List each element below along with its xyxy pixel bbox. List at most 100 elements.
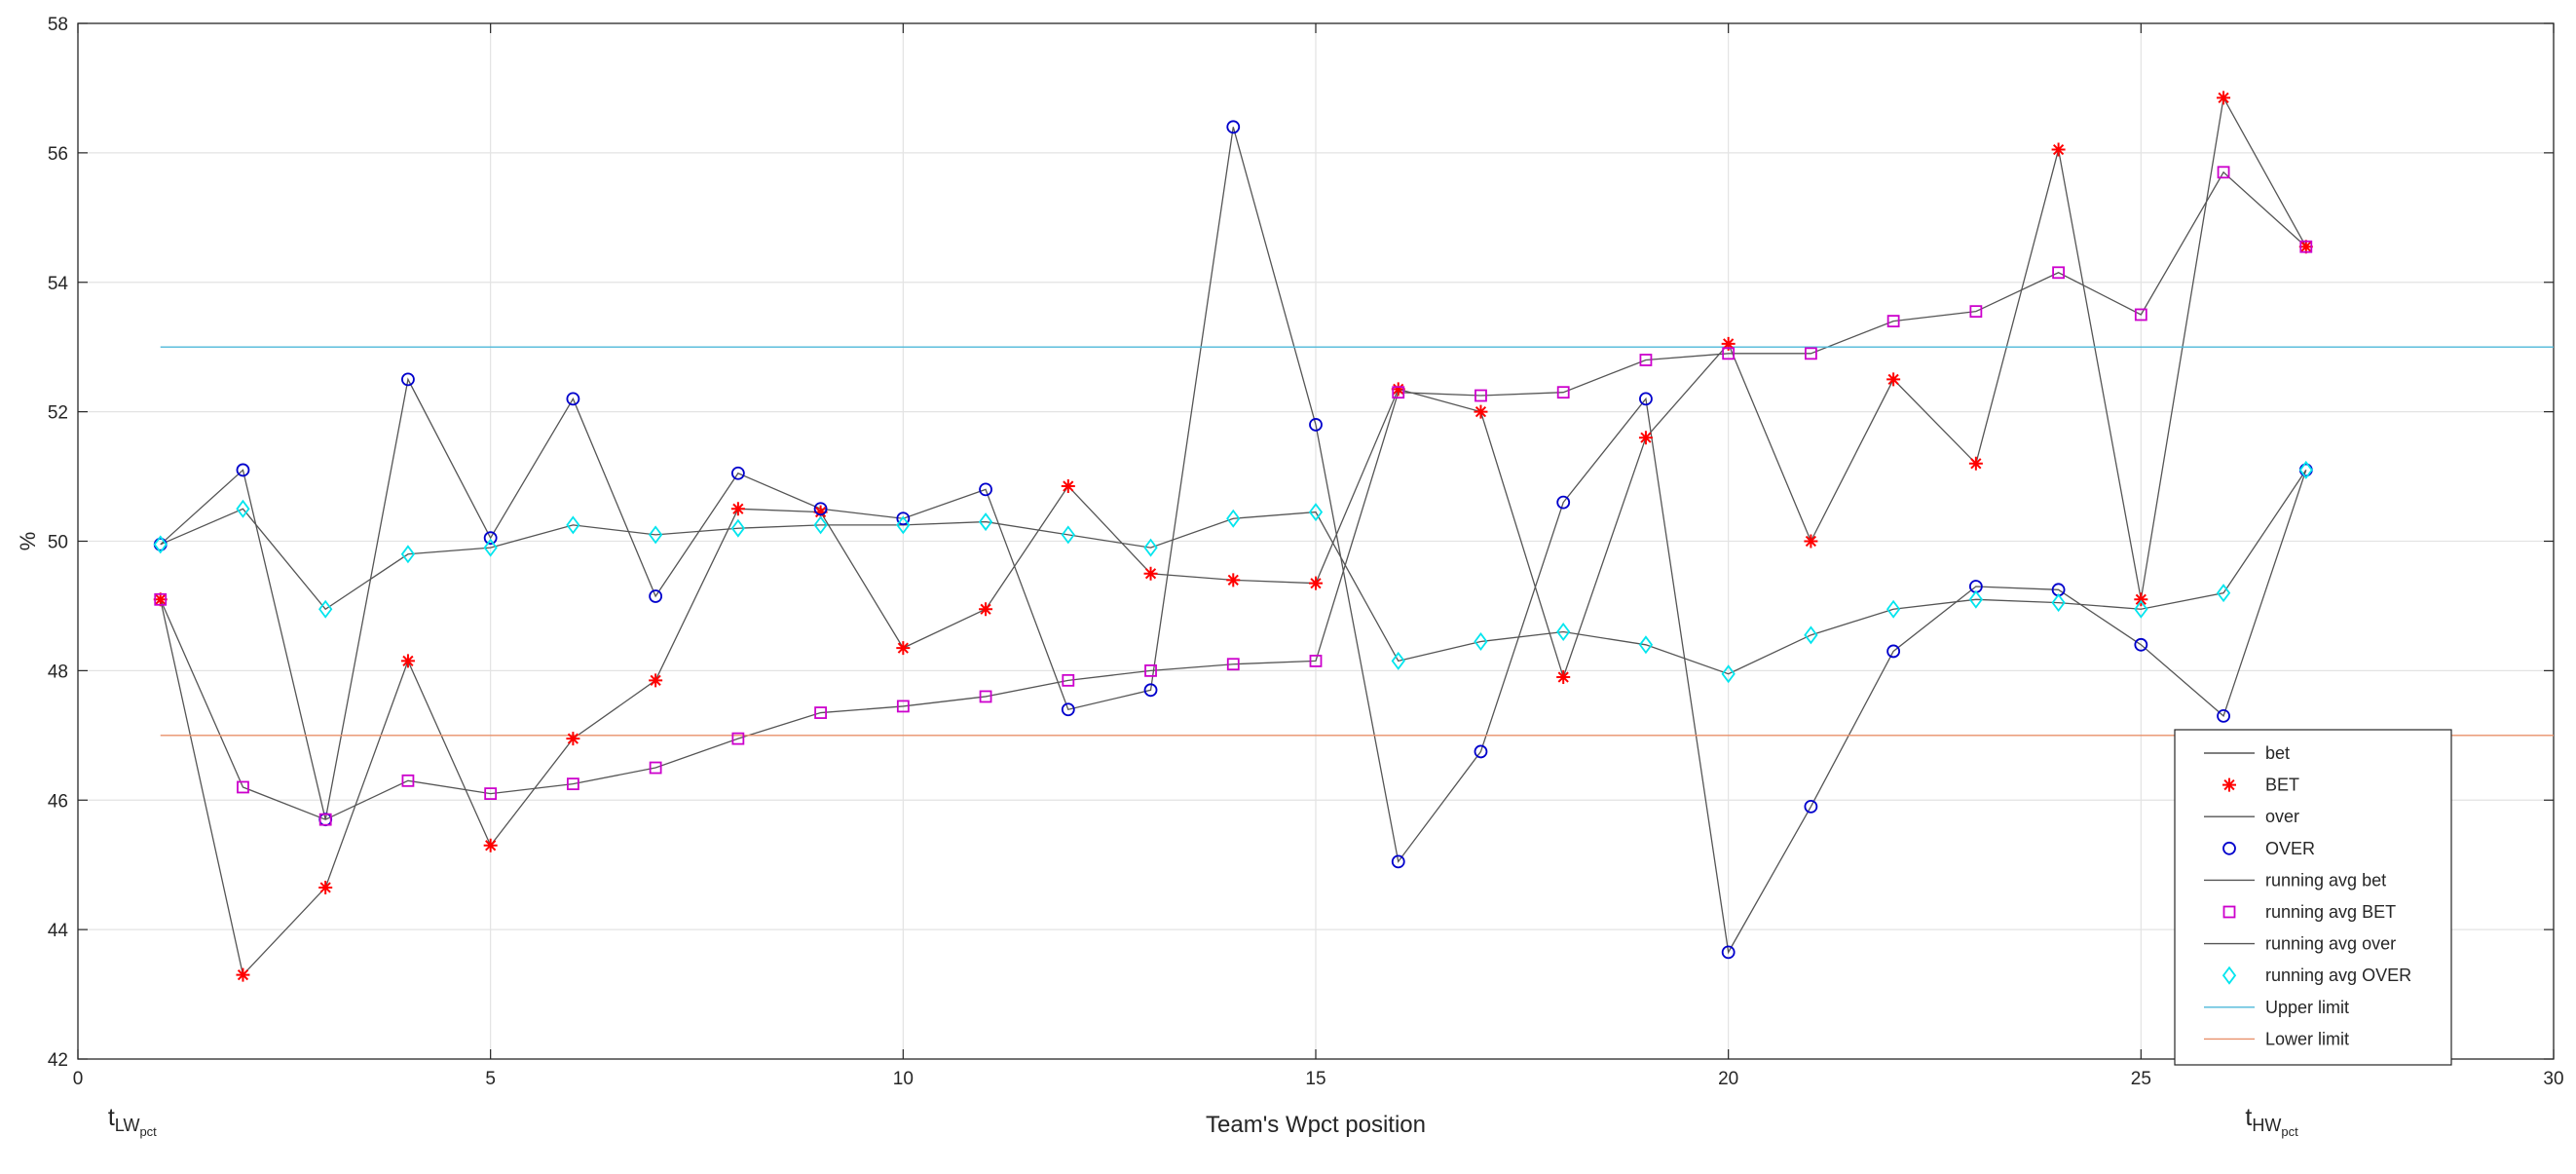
running-avg-bet-point [1886, 315, 1900, 328]
running-avg-bet-markers [154, 166, 2313, 826]
legend-swatch-bet [2222, 777, 2236, 792]
x-tick-label: 15 [1305, 1069, 1325, 1089]
running-avg-over-point [400, 545, 416, 564]
y-tick-label: 44 [48, 921, 69, 941]
over-point [483, 531, 498, 546]
bet-point [1391, 382, 1405, 397]
running-avg-over-point [1143, 538, 1158, 557]
annotation-label: tHWpct [2245, 1104, 2298, 1139]
running-avg-bet-point [2134, 308, 2147, 322]
over-point [1721, 945, 1736, 960]
running-avg-bet-point [1475, 389, 1487, 402]
y-axis: 42 44 46 48 50 52 54 56 58 [48, 15, 2554, 1071]
bet-point [896, 641, 911, 656]
x-tick-label: 25 [2131, 1069, 2151, 1089]
running-avg-over-point [236, 499, 250, 518]
running-avg-over-point [1804, 625, 1818, 645]
over-point [1886, 644, 1901, 659]
legend-label: bet [2265, 743, 2290, 763]
bet-point [1226, 573, 1241, 587]
running-avg-over-point [1886, 599, 1901, 619]
data-layer [153, 91, 2554, 982]
bet-point [649, 673, 663, 688]
over-point [1639, 392, 1653, 406]
legend-label: running avg BET [2265, 902, 2396, 922]
running-avg-over-point [1061, 525, 1075, 545]
running-avg-over-point [1556, 623, 1571, 642]
running-avg-bet-point [2052, 266, 2066, 280]
y-tick-label: 42 [48, 1050, 68, 1071]
annotation-label: tLWpct [108, 1104, 157, 1139]
over-point [1391, 854, 1405, 869]
running-avg-over-point [566, 515, 580, 535]
legend-label: Lower limit [2265, 1029, 2349, 1048]
y-tick-label: 56 [48, 144, 68, 165]
over-point [1556, 495, 1571, 510]
running-avg-bet-point [1226, 658, 1240, 671]
legend-swatch-over [2222, 841, 2236, 855]
running-avg-bet-point [1805, 347, 1817, 360]
y-tick-label: 58 [48, 15, 68, 35]
running-avg-bet-point [896, 700, 910, 713]
x-annotation: tHWpct [2245, 1104, 2298, 1139]
running-avg-bet-point [731, 732, 745, 745]
running-avg-bet-point [814, 706, 827, 719]
running-avg-bet-point [484, 787, 498, 801]
running-avg-bet-point [567, 777, 579, 791]
running-avg-over-point [1474, 631, 1488, 651]
over-point [2134, 637, 2148, 652]
x-tick-label: 20 [1718, 1069, 1738, 1089]
y-tick-label: 50 [48, 533, 68, 553]
bet-point [1638, 431, 1653, 445]
running-avg-over-point [153, 535, 168, 554]
legend-label: BET [2265, 776, 2299, 795]
bet-point [1886, 372, 1901, 387]
over-line [160, 127, 2307, 955]
x-tick-label: 5 [485, 1069, 496, 1089]
running-avg-bet-point [318, 813, 332, 826]
running-avg-over-point [978, 512, 993, 532]
running-avg-over-point [2216, 584, 2231, 603]
legend-label: Upper limit [2265, 998, 2349, 1017]
running-avg-bet-point [1392, 386, 1405, 399]
over-point [1309, 418, 1323, 432]
running-avg-over-point [649, 525, 663, 545]
y-tick-label: 48 [48, 662, 68, 682]
running-avg-over-point [2298, 460, 2313, 479]
bet-point [236, 967, 250, 982]
running-avg-over-point [1721, 664, 1736, 684]
over-point [566, 392, 580, 406]
legend-label: running avg over [2265, 934, 2396, 954]
bet-point [1474, 404, 1488, 419]
bet-point [979, 602, 993, 617]
legend-box [2174, 729, 2452, 1066]
running-avg-over-point [1391, 651, 1405, 670]
x-tick-label: 10 [893, 1069, 914, 1089]
legend-label: over [2265, 807, 2299, 826]
running-avg-over-point [1968, 589, 1983, 609]
over-point [649, 589, 663, 603]
y-tick-label: 52 [48, 403, 68, 424]
over-point [1474, 744, 1488, 759]
bet-point [1968, 456, 1983, 471]
bet-point [400, 654, 415, 668]
over-point [2217, 708, 2230, 723]
running-avg-bet-point [1722, 347, 1736, 360]
legend-swatch-running-avg-bet [2222, 905, 2236, 919]
legend-swatch-running-avg-over [2221, 966, 2237, 985]
running-avg-over-point [813, 515, 828, 535]
bet-point [1061, 479, 1075, 494]
y-axis-label: % [16, 532, 40, 551]
over-point [979, 482, 992, 497]
running-avg-bet-point [2299, 240, 2313, 253]
over-point [896, 511, 911, 526]
running-avg-bet-point [1062, 673, 1075, 687]
legend-label: OVER [2265, 839, 2315, 858]
running-avg-bet-point [1556, 386, 1570, 399]
bet-point [1556, 670, 1571, 685]
running-avg-over-point [318, 599, 333, 619]
x-tick-label: 30 [2543, 1069, 2563, 1089]
bet-point [1804, 534, 1818, 549]
